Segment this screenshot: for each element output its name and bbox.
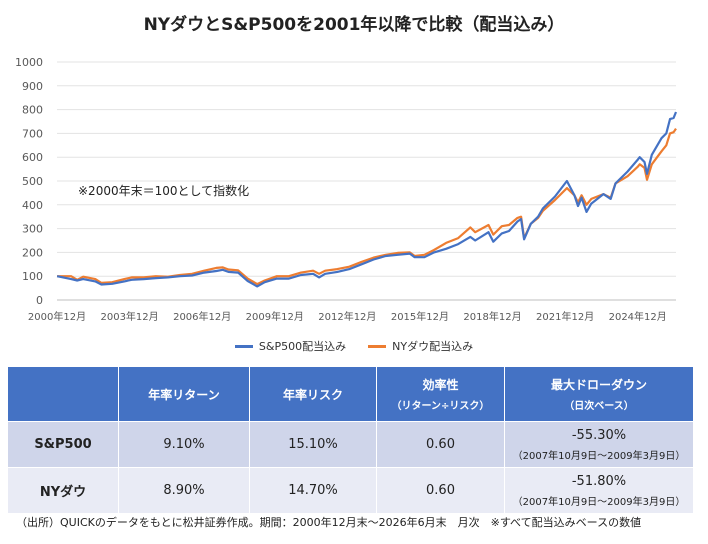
series-line-sp500	[56, 111, 678, 288]
chart-legend: S&P500配当込み NYダウ配当込み	[0, 338, 708, 354]
cell-annual-return: 8.90%	[118, 467, 250, 514]
x-tick-label: 2006年12月	[173, 310, 231, 323]
drawdown-period: （2007年10月9日～2009年3月9日）	[512, 496, 686, 508]
cell-annual-return: 9.10%	[118, 421, 250, 468]
x-tick-label: 2000年12月	[28, 310, 86, 323]
x-tick-label: 2018年12月	[463, 310, 521, 323]
y-tick-label: 100	[22, 270, 43, 283]
series-line-nydow	[57, 127, 677, 286]
chart-gridlines	[57, 61, 676, 301]
cell-efficiency: 0.60	[376, 421, 505, 468]
y-tick-label: 300	[22, 223, 43, 236]
chart-series-lines	[56, 111, 678, 288]
y-tick-label: 400	[22, 199, 43, 212]
header-max-drawdown-label: 最大ドローダウン	[550, 378, 647, 392]
y-tick-label: 0	[36, 294, 43, 307]
stats-table: 年率リターン 年率リスク 効率性 （リターン÷リスク） 最大ドローダウン （日次…	[7, 366, 694, 514]
header-blank	[7, 366, 119, 422]
legend-swatch-sp500	[234, 344, 253, 348]
y-tick-label: 500	[22, 175, 43, 188]
y-axis-tick-labels: 0 100 200 300 400 500 600 700 800 900 1000	[15, 56, 43, 307]
header-efficiency-label: 効率性	[422, 378, 459, 392]
x-tick-label: 2015年12月	[391, 310, 449, 323]
header-max-drawdown-sub: （日次ベース）	[564, 401, 634, 412]
cell-annual-risk: 15.10%	[249, 421, 377, 468]
cell-max-drawdown: -55.30% （2007年10月9日～2009年3月9日）	[504, 421, 694, 468]
y-tick-label: 700	[22, 127, 43, 140]
line-chart: 0 100 200 300 400 500 600 700 800 900 1000 2000年12…	[15, 56, 678, 323]
y-tick-label: 900	[22, 80, 43, 93]
legend-label-nydow: NYダウ配当込み	[392, 340, 474, 353]
chart-title: NYダウとS&P500を2001年以降で比較（配当込み）	[143, 15, 565, 35]
y-tick-label: 800	[22, 104, 43, 117]
cell-max-drawdown: -51.80% （2007年10月9日～2009年3月9日）	[504, 467, 694, 514]
cell-annual-risk: 14.70%	[249, 467, 377, 514]
legend-swatch-nydow	[368, 344, 387, 348]
x-tick-label: 2021年12月	[536, 310, 594, 323]
x-tick-label: 2003年12月	[100, 310, 158, 323]
legend-label-sp500: S&P500配当込み	[258, 340, 347, 353]
y-tick-label: 200	[22, 246, 43, 259]
x-tick-label: 2012年12月	[318, 310, 376, 323]
chart-annotation: ※2000年末＝100として指数化	[78, 184, 250, 198]
y-tick-label: 1000	[15, 56, 43, 69]
header-annual-risk: 年率リスク	[249, 366, 377, 422]
header-max-drawdown: 最大ドローダウン （日次ベース）	[504, 366, 694, 422]
header-efficiency-sub: （リターン÷リスク）	[391, 401, 490, 412]
row-name: S&P500	[7, 421, 119, 468]
drawdown-value: -51.80%	[571, 473, 627, 489]
drawdown-period: （2007年10月9日～2009年3月9日）	[512, 450, 686, 462]
row-name: NYダウ	[7, 467, 119, 514]
table-row: S&P500 9.10% 15.10% 0.60 -55.30% （2007年1…	[7, 421, 694, 468]
table-header-row: 年率リターン 年率リスク 効率性 （リターン÷リスク） 最大ドローダウン （日次…	[7, 366, 694, 422]
y-tick-label: 600	[22, 151, 43, 164]
header-annual-return: 年率リターン	[118, 366, 250, 422]
drawdown-value: -55.30%	[571, 427, 627, 443]
legend-item-sp500: S&P500配当込み	[234, 338, 347, 354]
header-efficiency: 効率性 （リターン÷リスク）	[376, 366, 505, 422]
legend-item-nydow: NYダウ配当込み	[368, 338, 473, 354]
source-footnote: （出所）QUICKのデータをもとに松井証券作成。期間：2000年12月末～202…	[16, 516, 642, 529]
x-tick-label: 2009年12月	[246, 310, 304, 323]
x-tick-label: 2024年12月	[609, 310, 667, 323]
x-axis-tick-labels: 2000年12月 2003年12月 2006年12月 2009年12月 2012年12月…	[28, 310, 667, 323]
cell-efficiency: 0.60	[376, 467, 505, 514]
table-row: NYダウ 8.90% 14.70% 0.60 -51.80% （2007年10月…	[7, 467, 694, 514]
